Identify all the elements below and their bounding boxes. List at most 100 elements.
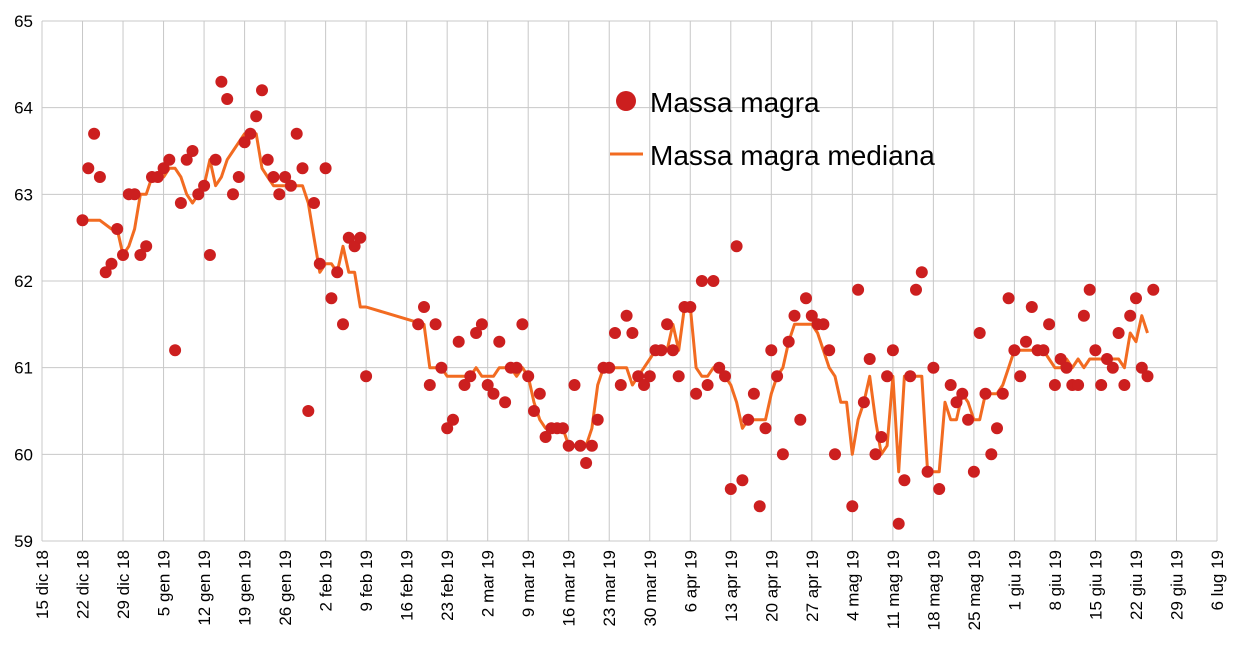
x-tick-label: 30 mar 19 xyxy=(641,550,660,627)
data-point xyxy=(950,396,963,409)
data-point xyxy=(684,301,697,313)
y-axis-ticks: 59 60 61 62 63 64 65 xyxy=(14,12,33,551)
x-tick-label: 6 apr 19 xyxy=(681,550,700,612)
data-point xyxy=(88,127,101,140)
data-point xyxy=(701,379,714,391)
data-point xyxy=(817,318,830,331)
x-tick-label: 9 mar 19 xyxy=(519,550,538,617)
data-point xyxy=(736,474,749,487)
data-point xyxy=(528,405,540,417)
data-point xyxy=(169,344,182,357)
data-point xyxy=(1141,370,1154,383)
x-tick-label: 1 giu 19 xyxy=(1005,550,1024,611)
data-point xyxy=(464,370,477,383)
x-tick-label: 11 mag 19 xyxy=(884,550,903,629)
data-point xyxy=(111,223,124,235)
x-tick-label: 2 mar 19 xyxy=(479,550,498,617)
data-point xyxy=(510,361,523,374)
data-point xyxy=(198,179,211,192)
legend: Massa magra Massa magra mediana xyxy=(610,87,935,171)
median-series xyxy=(82,132,1149,474)
data-point xyxy=(996,387,1009,400)
data-point xyxy=(1002,292,1015,305)
data-point xyxy=(487,387,500,400)
data-point xyxy=(1106,361,1119,374)
data-point xyxy=(852,283,865,296)
data-point xyxy=(875,431,888,443)
data-point xyxy=(302,405,315,417)
data-point xyxy=(1112,327,1125,339)
data-point xyxy=(192,188,205,201)
data-point xyxy=(337,318,349,331)
x-tick-label: 22 giu 19 xyxy=(1127,550,1146,620)
data-point xyxy=(898,474,911,487)
data-point xyxy=(1118,379,1131,391)
y-tick-label: 59 xyxy=(14,532,33,551)
data-point xyxy=(325,292,338,305)
data-point xyxy=(591,413,604,426)
data-point xyxy=(632,370,645,383)
data-point xyxy=(93,171,106,183)
data-point xyxy=(1077,309,1090,322)
data-point xyxy=(134,249,147,261)
data-point xyxy=(331,266,344,279)
x-tick-label: 26 gen 19 xyxy=(276,550,295,626)
data-point xyxy=(117,249,129,261)
x-tick-label: 2 feb 19 xyxy=(317,550,336,611)
data-point xyxy=(626,327,639,339)
x-tick-label: 9 feb 19 xyxy=(357,550,376,611)
data-point xyxy=(753,500,766,513)
legend-marker-scatter xyxy=(616,91,636,111)
data-point xyxy=(730,240,743,253)
data-point xyxy=(423,379,436,391)
x-tick-label: 13 apr 19 xyxy=(722,550,741,622)
data-point xyxy=(82,162,95,175)
data-point xyxy=(180,153,193,166)
y-tick-label: 63 xyxy=(14,185,33,204)
data-point xyxy=(574,439,587,452)
data-point xyxy=(695,275,708,287)
data-point xyxy=(1072,379,1085,391)
data-point xyxy=(585,439,598,452)
data-point xyxy=(1147,283,1160,296)
x-tick-label: 27 apr 19 xyxy=(803,550,822,622)
data-point xyxy=(203,249,216,261)
data-point xyxy=(151,171,164,183)
data-point xyxy=(944,379,957,391)
data-point xyxy=(666,344,679,357)
data-point xyxy=(782,335,795,348)
data-point xyxy=(313,257,326,270)
data-point xyxy=(1089,344,1102,357)
data-point xyxy=(412,318,425,331)
data-point xyxy=(290,127,303,140)
data-point xyxy=(742,413,755,426)
data-point xyxy=(979,387,992,400)
x-tick-label: 18 mag 19 xyxy=(924,550,943,630)
data-point xyxy=(562,439,575,452)
data-point xyxy=(1083,283,1096,296)
data-point xyxy=(620,309,633,322)
data-point xyxy=(892,517,905,530)
data-point xyxy=(857,396,870,409)
data-point xyxy=(1135,361,1148,374)
data-point xyxy=(447,413,459,426)
data-point xyxy=(1095,379,1108,391)
data-point xyxy=(614,379,627,391)
data-point xyxy=(690,387,703,400)
data-point xyxy=(886,344,899,357)
data-point xyxy=(209,153,222,166)
data-point xyxy=(881,370,894,383)
data-point xyxy=(157,162,170,175)
data-point xyxy=(719,370,731,383)
data-point xyxy=(256,84,268,97)
data-point xyxy=(1043,318,1056,331)
median-line xyxy=(82,132,1149,474)
data-point xyxy=(661,318,674,331)
x-tick-label: 23 mar 19 xyxy=(600,550,619,627)
data-point xyxy=(250,110,263,123)
data-point xyxy=(342,231,355,244)
x-tick-label: 16 feb 19 xyxy=(398,550,417,621)
data-point xyxy=(1130,292,1142,305)
data-point xyxy=(493,335,506,348)
data-point xyxy=(76,214,89,227)
